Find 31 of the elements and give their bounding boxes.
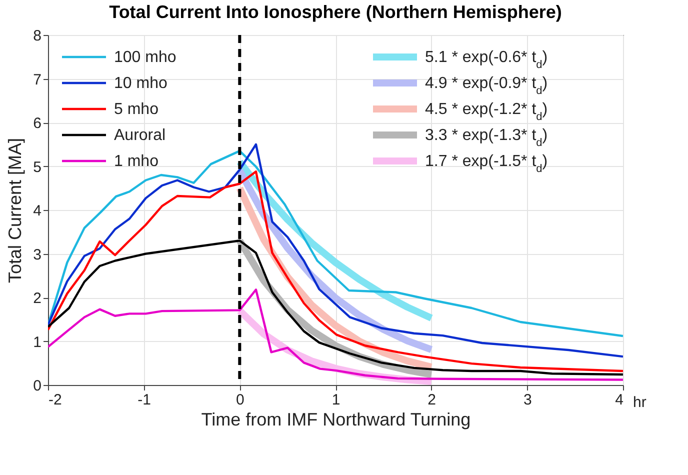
y-tick-label: 7 bbox=[33, 71, 42, 88]
x-axis-title: Time from IMF Northward Turning bbox=[201, 410, 471, 430]
x-tick-label: 1 bbox=[332, 392, 340, 408]
y-tick-label: 2 bbox=[33, 290, 42, 307]
legend-label: 4.5 * exp(-1.2* t$_{d}$) bbox=[425, 101, 548, 123]
x-tick-label: 2 bbox=[428, 392, 436, 408]
y-tick-label: 5 bbox=[33, 158, 42, 176]
legend-label: 1 mho bbox=[114, 153, 159, 170]
x-tick-label: -2 bbox=[48, 392, 62, 408]
legend-label: Auroral bbox=[114, 127, 166, 144]
text: hr bbox=[633, 394, 646, 411]
legend-label: 1.7 * exp(-1.5* t$_{d}$) bbox=[425, 153, 548, 175]
x-tick-label: -1 bbox=[138, 392, 152, 408]
x-tick-label: 4 bbox=[615, 392, 624, 408]
chart-title: Total Current Into Ionosphere (Northern Hemisphere) bbox=[109, 2, 562, 22]
legend-label: 5 mho bbox=[114, 101, 159, 118]
x-tick-label: 0 bbox=[236, 392, 244, 408]
y-tick-label: 4 bbox=[33, 202, 42, 220]
y-tick-label: 1 bbox=[33, 334, 42, 351]
line-series bbox=[48, 288, 623, 381]
y-tick-label: 0 bbox=[33, 378, 42, 394]
legend-label: 100 mho bbox=[114, 49, 176, 66]
legend-label: 5.1 * exp(-0.6* t$_{d}$) bbox=[425, 49, 548, 71]
y-axis-title: Total Current [MA] bbox=[5, 138, 26, 284]
y-tick-label: 6 bbox=[33, 115, 42, 132]
legend-label: 10 mho bbox=[114, 75, 168, 92]
legend-label: 4.9 * exp(-0.9* t$_{d}$) bbox=[425, 75, 548, 97]
x-tick-label: 3 bbox=[523, 392, 532, 408]
y-tick-label: 3 bbox=[33, 246, 42, 264]
legend-label: 3.3 * exp(-1.3* t$_{d}$) bbox=[425, 127, 548, 149]
y-tick-label: 8 bbox=[33, 28, 42, 44]
